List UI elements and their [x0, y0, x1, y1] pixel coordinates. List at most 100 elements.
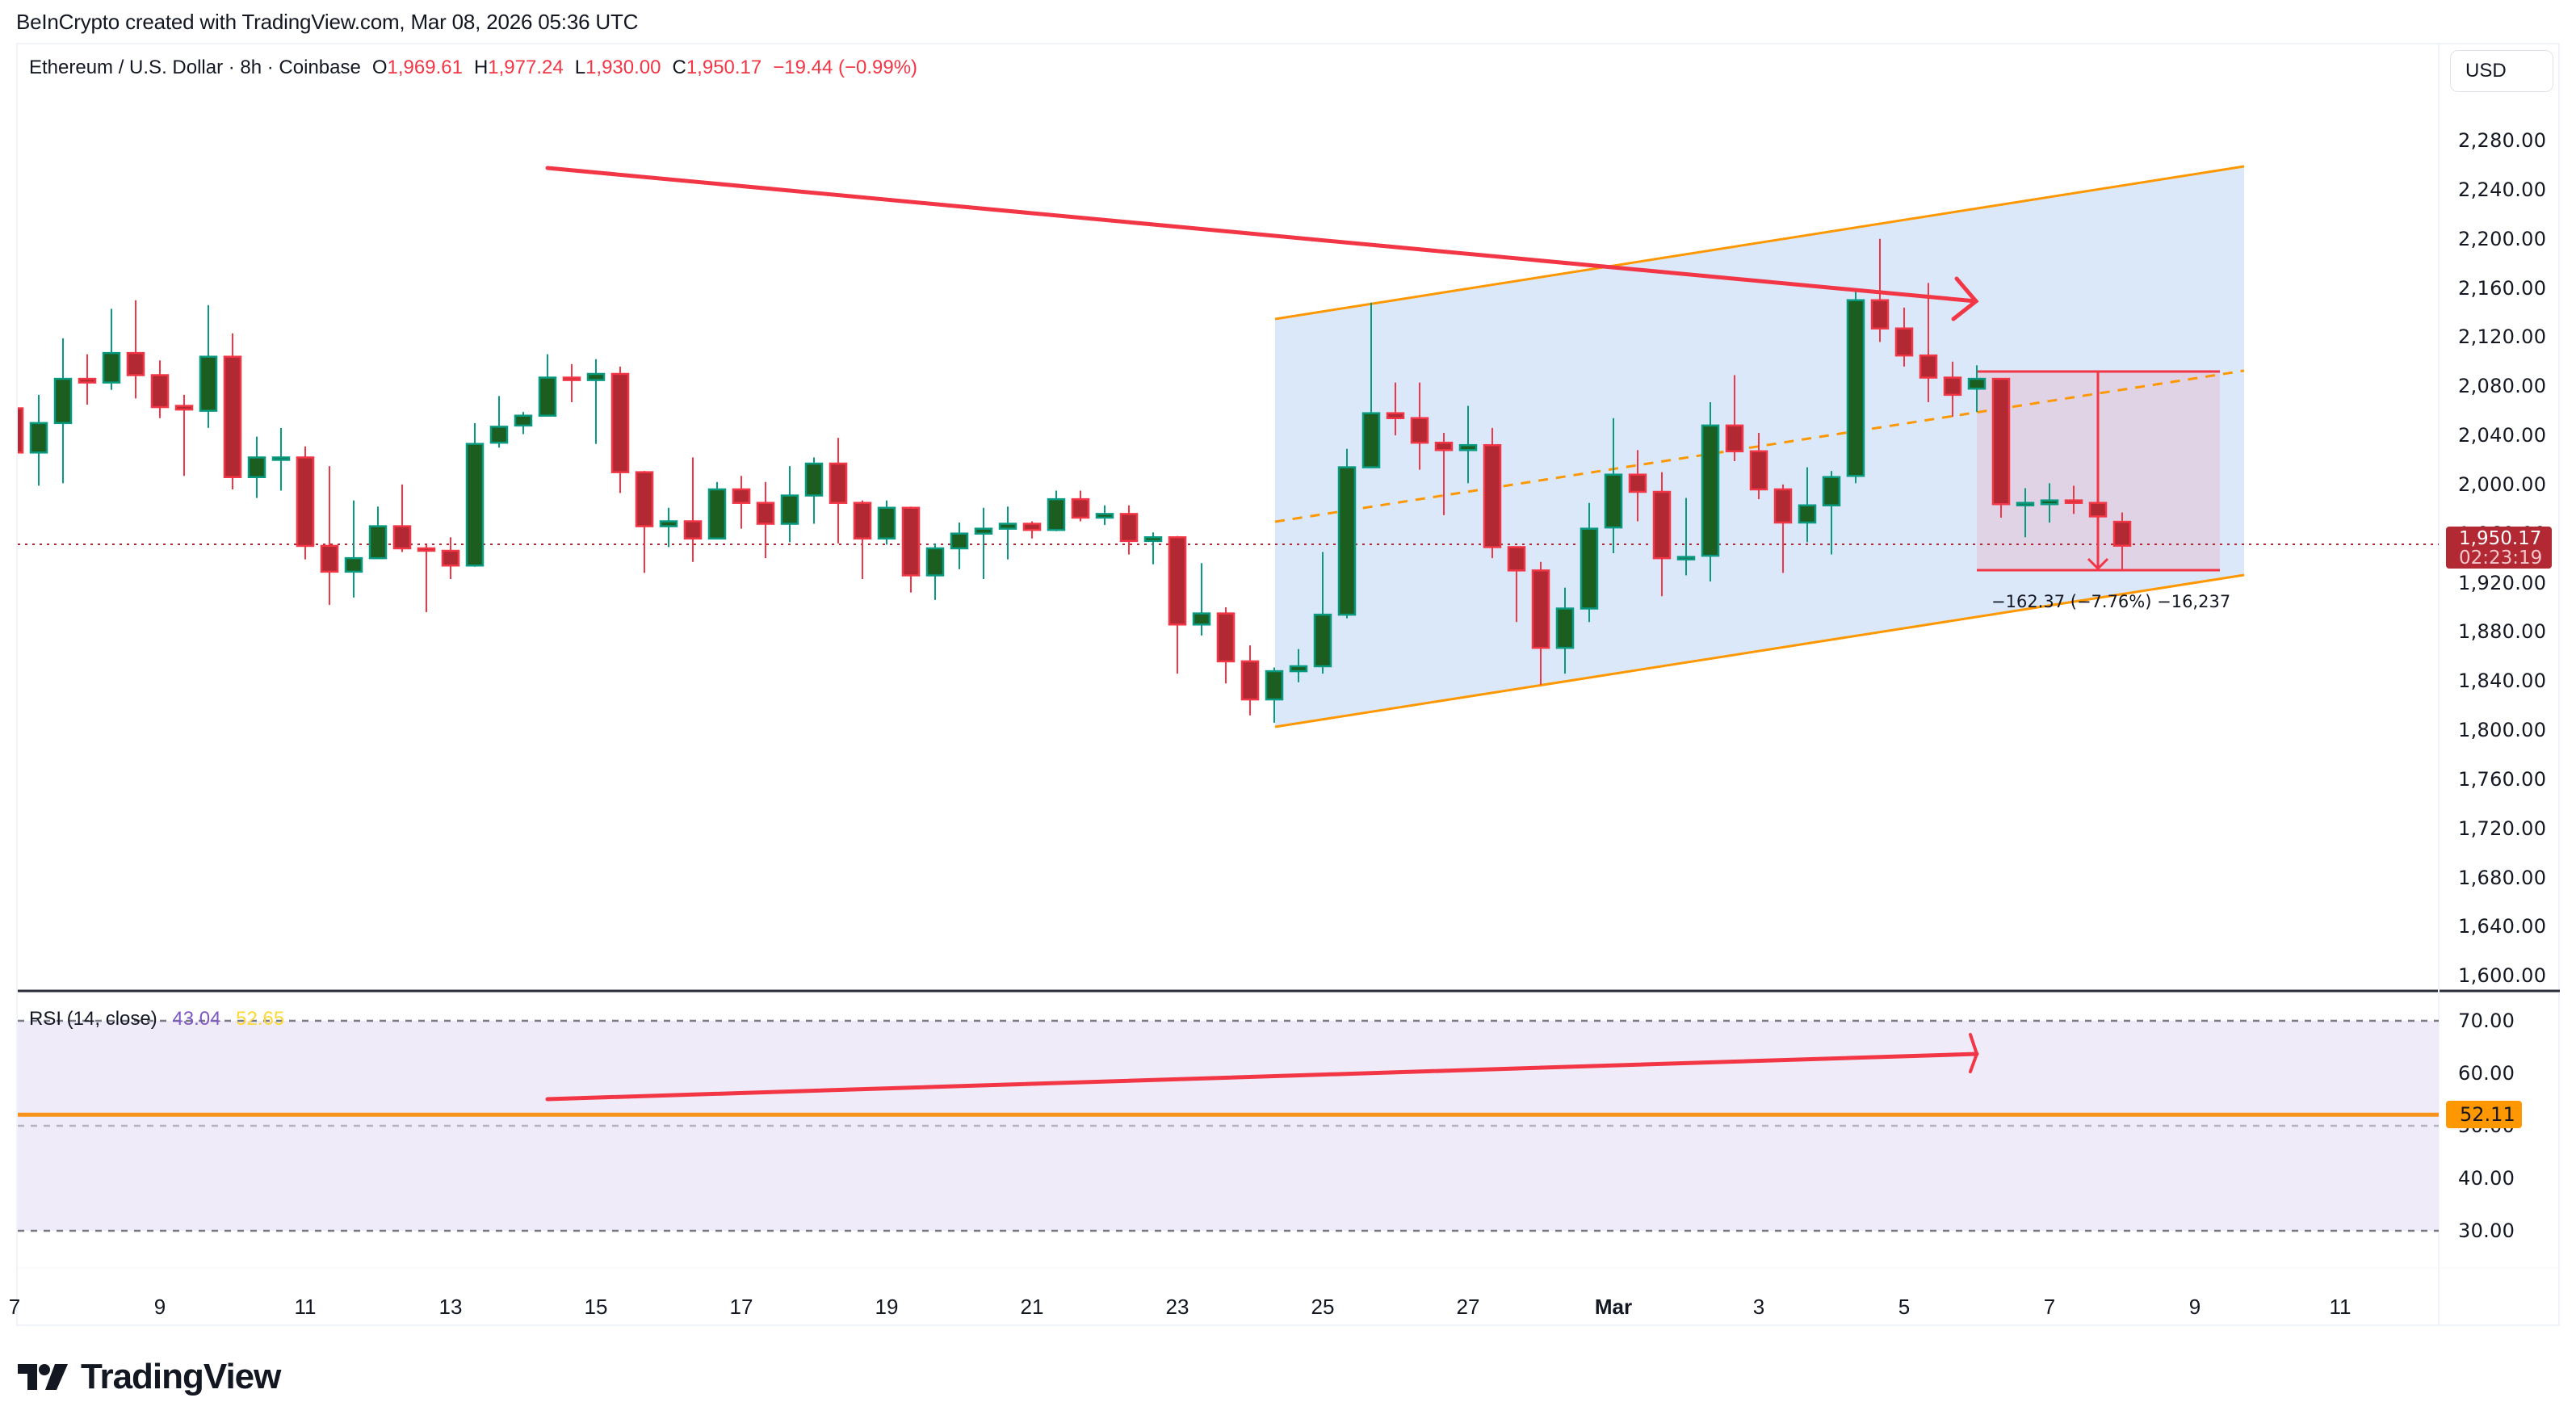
candle-bear[interactable] [1531, 569, 1550, 649]
candle-bull[interactable] [1143, 536, 1163, 543]
candle-bear[interactable] [1773, 488, 1793, 524]
candle-bear[interactable] [1071, 497, 1090, 519]
candle-bull[interactable] [1361, 412, 1381, 468]
candle-bear[interactable] [1119, 513, 1139, 543]
candle-bear[interactable] [1725, 424, 1744, 453]
candle-bull[interactable] [804, 462, 824, 497]
candle-bear[interactable] [320, 544, 339, 573]
candle-bull[interactable] [974, 527, 993, 535]
candle-bear[interactable] [1919, 354, 1938, 379]
candle-bear[interactable] [174, 405, 194, 411]
candle-bull[interactable] [538, 376, 557, 417]
candle-bear[interactable] [1410, 417, 1429, 444]
candle-bear[interactable] [1894, 327, 1914, 357]
candle-bear[interactable] [150, 374, 170, 409]
candle-bull[interactable] [925, 547, 945, 577]
candle-bull[interactable] [1265, 670, 1284, 701]
candle-bull[interactable] [53, 377, 73, 425]
price-axis-label: 2,120.00 [2458, 325, 2547, 349]
candle-bear[interactable] [78, 377, 97, 384]
candle-bull[interactable] [271, 456, 291, 461]
candle-bull[interactable] [465, 443, 485, 567]
price-axis-label: 1,600.00 [2458, 964, 2547, 988]
candle-bull[interactable] [707, 488, 727, 540]
rsi-legend: RSI (14, close) 43.04 52.65 [29, 1008, 284, 1031]
candle-bear[interactable] [1240, 660, 1260, 701]
candle-bull[interactable] [2016, 502, 2035, 506]
candle-bear[interactable] [1749, 450, 1768, 491]
candle-bull[interactable] [1798, 504, 1817, 524]
price-axis-label: 1,840.00 [2458, 670, 2547, 693]
candle-bull[interactable] [659, 520, 678, 527]
candle-bull[interactable] [2040, 499, 2059, 506]
candle-bear[interactable] [610, 372, 630, 473]
candle-bear[interactable] [441, 549, 460, 567]
candle-bull[interactable] [1192, 612, 1211, 626]
candle-bear[interactable] [1483, 443, 1502, 548]
candle-bull[interactable] [1047, 497, 1066, 531]
candle-bear[interactable] [562, 376, 581, 381]
candle-bull[interactable] [1580, 527, 1599, 610]
candle-bull[interactable] [514, 414, 533, 427]
candle-bear[interactable] [2064, 499, 2083, 504]
candle-bear[interactable] [756, 502, 775, 525]
candle-bear[interactable] [6, 407, 24, 454]
candle-bull[interactable] [1701, 424, 1720, 557]
candle-bear[interactable] [417, 547, 436, 552]
candle-bear[interactable] [829, 462, 848, 504]
candle-bull[interactable] [586, 372, 606, 381]
candle-bear[interactable] [1628, 473, 1647, 493]
candle-bull[interactable] [1095, 513, 1114, 519]
tradingview-logo[interactable]: TradingView [18, 1357, 281, 1397]
currency-button[interactable]: USD [2450, 50, 2553, 92]
candle-bull[interactable] [368, 525, 388, 560]
candle-bull[interactable] [199, 355, 218, 412]
candle-bear[interactable] [1870, 299, 1890, 330]
candle-bull[interactable] [1822, 476, 1841, 506]
candle-bull[interactable] [344, 556, 363, 573]
candle-bear[interactable] [1022, 523, 1042, 531]
candle-bull[interactable] [780, 494, 799, 525]
candle-bear[interactable] [853, 502, 872, 540]
candle-bull[interactable] [877, 506, 896, 540]
candle-bear[interactable] [392, 525, 412, 550]
candle-bear[interactable] [732, 488, 751, 504]
candle-bear[interactable] [1652, 490, 1672, 560]
candle-bull[interactable] [1967, 377, 1987, 390]
candle-bear[interactable] [2088, 502, 2108, 518]
candle-bear[interactable] [296, 456, 315, 548]
candle-bear[interactable] [223, 355, 242, 479]
price-axis-label: 2,240.00 [2458, 178, 2547, 201]
candle-bear[interactable] [683, 520, 703, 540]
candle-bull[interactable] [1313, 613, 1332, 668]
candle-bear[interactable] [1434, 441, 1454, 451]
candle-bull[interactable] [1604, 473, 1623, 529]
price-axis-label: 2,040.00 [2458, 424, 2547, 447]
candle-bull[interactable] [247, 456, 266, 479]
candle-bull[interactable] [950, 532, 969, 550]
symbol-title[interactable]: Ethereum / U.S. Dollar · 8h · Coinbase [29, 57, 361, 78]
candle-bull[interactable] [1458, 443, 1478, 451]
candle-bear[interactable] [1507, 546, 1526, 572]
rsi-title[interactable]: RSI (14, close) [29, 1008, 157, 1030]
price-axis-label: 1,800.00 [2458, 719, 2547, 742]
candle-bear[interactable] [2112, 520, 2132, 547]
candle-bull[interactable] [1676, 556, 1696, 560]
candle-bull[interactable] [1337, 466, 1357, 616]
candle-bull[interactable] [489, 426, 509, 444]
candle-bull[interactable] [29, 422, 48, 454]
candle-bear[interactable] [901, 506, 921, 577]
candle-bull[interactable] [102, 351, 121, 384]
candle-bear[interactable] [635, 471, 654, 527]
candle-bull[interactable] [1555, 607, 1575, 649]
candle-bear[interactable] [1943, 376, 1962, 397]
candle-bear[interactable] [126, 351, 145, 376]
candle-bear[interactable] [1168, 536, 1187, 626]
candle-bear[interactable] [1991, 377, 2011, 506]
candle-bear[interactable] [1386, 412, 1405, 419]
candle-bull[interactable] [1846, 299, 1865, 477]
candle-bull[interactable] [998, 523, 1017, 530]
candle-bear[interactable] [1216, 612, 1236, 663]
candle-bull[interactable] [1289, 665, 1308, 673]
